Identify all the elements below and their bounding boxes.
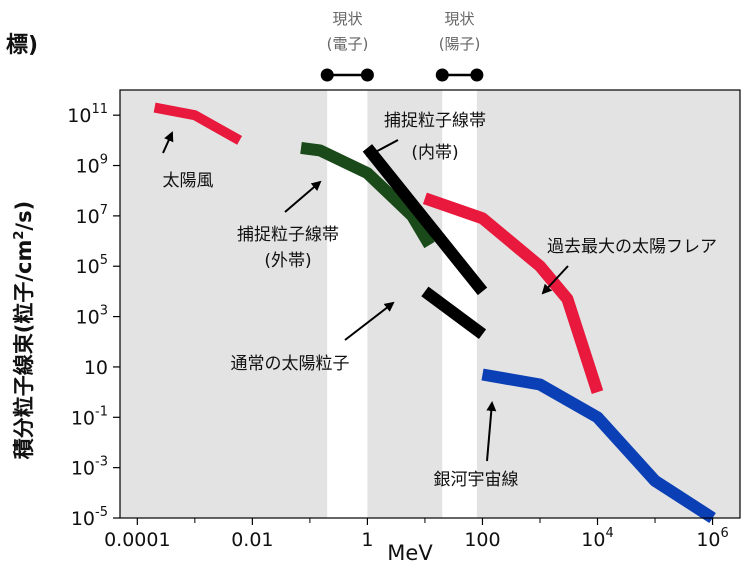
y-tick-label: 1011 bbox=[67, 102, 108, 127]
x-tick-label: 100 bbox=[464, 529, 500, 551]
range-dot-end bbox=[360, 68, 374, 82]
band-header-title: 現状 bbox=[332, 10, 362, 28]
plot-frame bbox=[119, 89, 741, 519]
range-dot-start bbox=[320, 68, 334, 82]
x-tick-label: 104 bbox=[581, 526, 613, 551]
annotation-arrow-5 bbox=[486, 401, 497, 462]
x-tick-label: 106 bbox=[696, 526, 728, 551]
y-tick-label: 109 bbox=[76, 153, 108, 178]
x-tick-label: 1 bbox=[361, 529, 373, 551]
annotation-arrow-1 bbox=[284, 180, 322, 213]
series-line-1 bbox=[300, 141, 435, 249]
annotation-arrow-3 bbox=[344, 301, 395, 341]
y-tick-label: 105 bbox=[76, 253, 108, 278]
band-header-subtitle: (電子) bbox=[327, 35, 369, 53]
annotation-label-3: 通常の太陽粒子 bbox=[231, 354, 350, 374]
annotation-label-4: 過去最大の太陽フレア bbox=[547, 237, 717, 257]
band-header-subtitle: (陽子) bbox=[439, 35, 481, 53]
annotation-arrow-4 bbox=[541, 265, 569, 295]
annotation-arrow-2 bbox=[366, 139, 399, 157]
annotation-label-0: 太陽風 bbox=[163, 171, 214, 191]
y-tick-label: 10 bbox=[84, 357, 108, 379]
x-tick-label: 0.01 bbox=[231, 529, 273, 551]
annotation-label-1: 捕捉粒子線帯 bbox=[237, 225, 339, 245]
annotation-sublabel-2: (内帯) bbox=[411, 143, 458, 163]
series-line-0 bbox=[153, 102, 243, 145]
band-header-title: 現状 bbox=[445, 10, 475, 28]
corner-label: 標) bbox=[6, 33, 38, 58]
x-tick-label: 0.0001 bbox=[104, 529, 170, 551]
annotation-label-5: 銀河宇宙線 bbox=[434, 470, 519, 490]
annotation-label-2: 捕捉粒子線帯 bbox=[384, 111, 486, 131]
y-tick-label: 107 bbox=[76, 203, 108, 228]
series-line-2 bbox=[362, 144, 488, 296]
series-line-4 bbox=[422, 192, 604, 394]
series-line-5 bbox=[481, 368, 716, 524]
y-tick-label: 10-3 bbox=[71, 455, 108, 480]
series-line-3 bbox=[421, 286, 487, 340]
annotation-sublabel-1: (外帯) bbox=[264, 251, 311, 271]
range-dot-end bbox=[470, 68, 484, 82]
y-axis-label: 積分粒子線束(粒子/cm2/s) bbox=[12, 201, 36, 459]
y-tick-label: 103 bbox=[76, 304, 108, 329]
range-dot-start bbox=[435, 68, 449, 82]
annotation-arrow-0 bbox=[162, 131, 174, 154]
y-tick-label: 10-1 bbox=[71, 404, 108, 429]
plot-background bbox=[120, 90, 740, 518]
y-tick-label: 10-5 bbox=[71, 505, 108, 530]
x-axis-label: MeV bbox=[387, 541, 433, 565]
